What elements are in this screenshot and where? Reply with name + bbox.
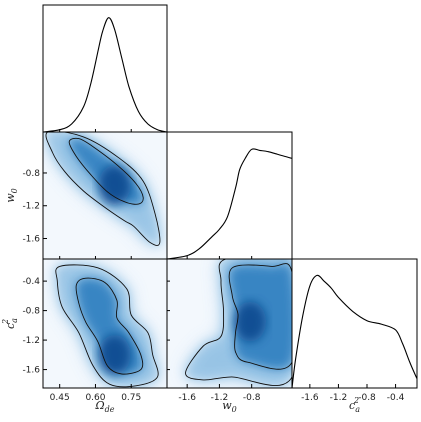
y-tick-label-ca2: -1.2 xyxy=(22,336,40,346)
contour-95-ca2-omega-de xyxy=(55,264,159,388)
x-tick-label-omega-de: 0.60 xyxy=(85,393,105,403)
marginal-w0-panel xyxy=(166,131,293,260)
x-axis-label-omega-de: Ωde xyxy=(95,399,115,414)
density-peak-ca2-omega-de xyxy=(98,334,131,375)
x-tick-label-omega-de: 0.75 xyxy=(121,393,141,403)
x-tick-label-omega-de: 0.45 xyxy=(50,393,70,403)
x-tick-label-ca2: -1.2 xyxy=(330,393,348,403)
contour-68-ca2-omega-de xyxy=(75,277,144,375)
y-tick-label-w0: -1.6 xyxy=(22,235,40,245)
y-tick-label-ca2: -1.6 xyxy=(22,366,40,376)
marginal-curve-ca2 xyxy=(292,274,417,388)
joint-ca2-vs-w0-panel xyxy=(166,258,293,389)
contour-95-w0-omega-de xyxy=(45,132,161,246)
marginal-curve-omega-de xyxy=(43,17,167,132)
x-tick-label-w0: -1.2 xyxy=(211,393,229,403)
marginal-frame-ca2 xyxy=(291,258,418,389)
contour-68-w0-omega-de xyxy=(68,137,144,205)
density-peak-w0-omega-de xyxy=(98,165,131,206)
joint-ca2-vs-omega-de-panel xyxy=(42,258,168,389)
x-axis-label-ca2: ca2 xyxy=(349,396,360,414)
marginal-frame-w0 xyxy=(166,131,293,260)
contour-68-ca2-w0 xyxy=(228,263,292,370)
x-tick-label-w0: -0.8 xyxy=(243,393,261,403)
x-tick-label-w0: -1.6 xyxy=(178,393,196,403)
y-tick-label-w0: -1.2 xyxy=(22,202,40,212)
y-axis-label-ca2: ca2 xyxy=(1,318,19,329)
x-tick-label-ca2: -0.8 xyxy=(358,393,376,403)
x-axis-label-w0: w0 xyxy=(222,399,237,414)
y-tick-label-w0: -0.8 xyxy=(22,169,40,179)
joint-w0-vs-omega-de-panel xyxy=(42,131,168,260)
x-tick-label-ca2: -0.4 xyxy=(387,393,405,403)
x-tick-label-ca2: -1.6 xyxy=(301,393,319,403)
marginal-curve-w0 xyxy=(167,148,292,259)
marginal-ca2-panel xyxy=(291,258,418,389)
density-peak-ca2-w0 xyxy=(234,301,267,342)
marginal-omega-de-panel xyxy=(42,4,168,133)
y-tick-label-ca2: -0.8 xyxy=(22,307,40,317)
y-tick-label-ca2: -0.4 xyxy=(22,277,40,287)
contour-95-ca2-w0 xyxy=(185,259,292,387)
y-axis-label-w0: w0 xyxy=(4,188,19,203)
